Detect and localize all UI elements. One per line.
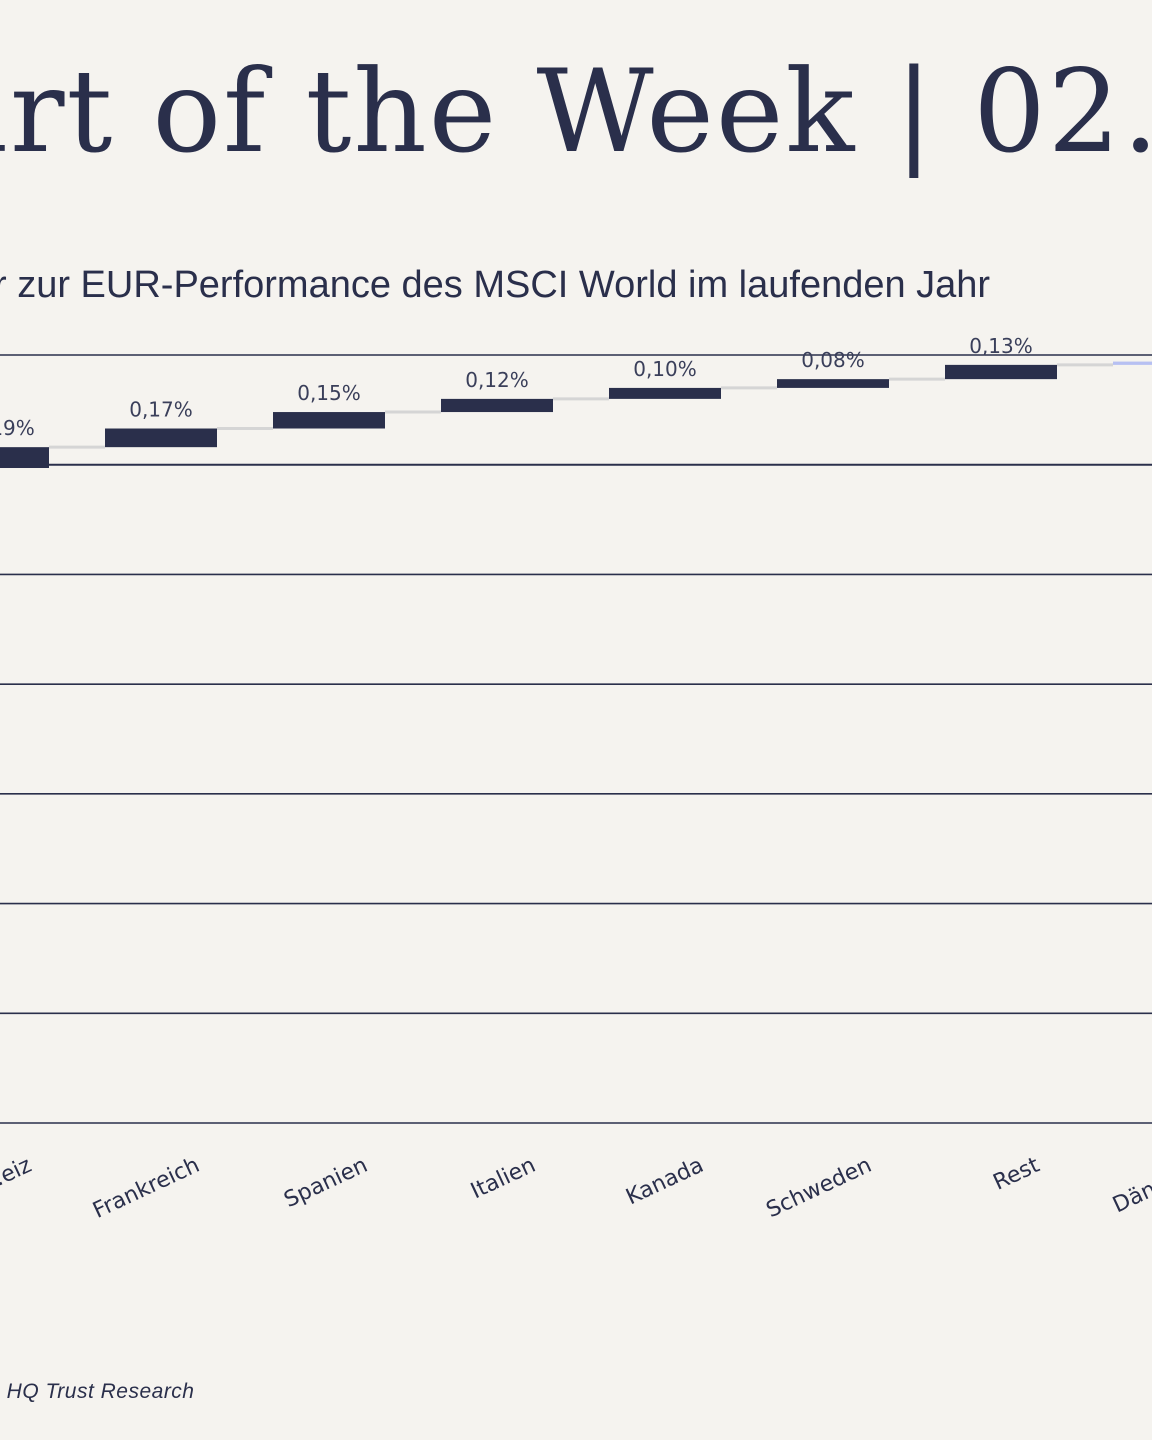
category-label-2: Spanien (280, 1153, 371, 1213)
category-label-3: Italien (467, 1153, 539, 1205)
page-title: art of the Week | 02. J (0, 45, 1152, 178)
value-label-2: 0,15% (297, 381, 361, 405)
value-labels: …0,19% 0,17% 0,15% 0,12% 0,10% 0,08% 0,13% (0, 334, 1033, 440)
value-label-5: 0,08% (801, 348, 865, 372)
bar-6 (945, 364, 1057, 380)
category-label-5: Schweden (763, 1153, 876, 1223)
bars (0, 361, 1152, 469)
category-labels: …eiz Frankreich Spanien Italien Kanada Schwed… (0, 1153, 1152, 1224)
bar-2 (273, 412, 385, 429)
bar-0 (0, 447, 49, 469)
category-label-1: Frankreich (89, 1153, 203, 1224)
bar-4 (609, 387, 721, 399)
connector-lines (49, 363, 1113, 449)
bar-7 (1113, 361, 1152, 365)
source-note: , HQ Trust Research (0, 1380, 195, 1403)
bar-3 (441, 398, 553, 413)
bar-5 (777, 379, 889, 388)
value-label-0: …0,19% (0, 416, 35, 440)
value-label-3: 0,12% (465, 368, 529, 392)
gridlines (0, 354, 1152, 1124)
category-label-6: Rest (990, 1153, 1044, 1196)
value-label-1: 0,17% (129, 398, 193, 422)
category-label-4: Kanada (622, 1153, 707, 1210)
category-label-7: Dänem… (1109, 1153, 1152, 1218)
value-label-4: 0,10% (633, 357, 697, 381)
chart-subtitle: r zur EUR-Performance des MSCI World im … (0, 264, 991, 306)
bar-1 (105, 428, 217, 448)
category-label-0: …eiz (0, 1153, 36, 1198)
value-label-6: 0,13% (969, 334, 1033, 358)
